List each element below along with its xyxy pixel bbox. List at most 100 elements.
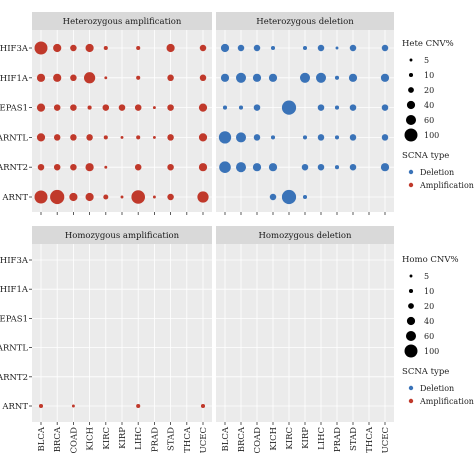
cancer-label: COAD (69, 427, 79, 454)
data-point (281, 100, 297, 115)
data-point (334, 75, 340, 80)
data-point (253, 44, 261, 52)
type-legend-key (408, 182, 414, 188)
cancer-label: PRAD (150, 427, 160, 452)
cancer-label: KICH (86, 427, 96, 451)
gene-label: ARNTL (0, 133, 28, 143)
cancer-label: BLCA (221, 426, 231, 451)
data-point (38, 403, 44, 409)
data-point (70, 74, 77, 82)
cancer-label: STAD (167, 427, 177, 451)
size-legend-key (404, 344, 418, 358)
data-point (334, 165, 340, 170)
data-point (131, 190, 146, 204)
size-legend-label: 10 (424, 287, 434, 296)
data-point (167, 193, 174, 201)
data-point (381, 104, 389, 111)
data-point (53, 43, 62, 53)
size-legend-title: Hete CNV% (402, 39, 454, 49)
size-legend-key (409, 274, 413, 278)
data-point (198, 163, 208, 172)
cancer-label: COAD (253, 427, 263, 454)
data-point (301, 163, 309, 171)
size-legend-key (406, 100, 416, 110)
data-point (269, 193, 277, 201)
cancer-label: LIHC (134, 427, 144, 450)
gene-label: EPAS1 (0, 104, 28, 114)
data-point (220, 43, 230, 53)
data-point (167, 104, 174, 111)
size-legend-label: 10 (424, 71, 434, 80)
size-legend-key (405, 114, 417, 126)
gene-label: ARNTL (0, 344, 28, 354)
data-point (70, 44, 77, 52)
data-point (198, 103, 208, 112)
data-point (252, 73, 262, 82)
data-point (85, 163, 94, 172)
data-point (317, 134, 325, 141)
data-point (197, 191, 209, 203)
data-point (152, 195, 156, 199)
size-legend-label: 40 (424, 101, 434, 110)
size-legend-key (409, 58, 413, 62)
data-point (36, 103, 46, 112)
data-point (334, 135, 340, 140)
data-point (222, 105, 228, 110)
panel-title: Homozygous deletion (258, 231, 352, 241)
size-legend-label: 40 (424, 317, 434, 326)
panel-strip (32, 226, 212, 244)
panel-strip (216, 12, 394, 30)
data-point (238, 105, 244, 110)
data-point (268, 163, 278, 172)
panel-title: Heterozygous amplification (63, 17, 182, 27)
panel-strip (32, 12, 212, 30)
data-point (104, 76, 108, 80)
panel-title: Homozygous amplification (65, 231, 180, 241)
data-point (134, 104, 142, 111)
gene-label: EPAS1 (0, 314, 28, 324)
cancer-label: KICH (269, 427, 279, 451)
data-point (218, 131, 232, 144)
size-legend-key (406, 316, 416, 326)
data-point (152, 135, 156, 139)
data-point (315, 72, 327, 83)
cancer-label: KIRP (301, 427, 311, 449)
size-legend-label: 20 (424, 302, 434, 311)
data-point (104, 165, 108, 169)
cancer-label: STAD (349, 427, 359, 451)
data-point (237, 44, 245, 52)
cancer-label: KIRC (102, 427, 112, 450)
data-point (136, 75, 141, 80)
cancer-label: KIRC (285, 427, 295, 450)
data-point (317, 163, 325, 171)
data-point (252, 163, 262, 172)
data-point (152, 106, 156, 110)
size-legend-key (408, 87, 414, 93)
data-point (235, 132, 247, 143)
data-point (85, 43, 94, 53)
data-point (87, 105, 92, 110)
data-point (219, 161, 231, 173)
data-point (380, 73, 390, 82)
cancer-label: UCEC (199, 427, 209, 453)
data-point (83, 72, 96, 84)
gene-label: ARNT (1, 193, 28, 203)
data-point (349, 44, 357, 52)
cancer-label: THCA (365, 426, 375, 453)
cancer-label: LIHC (317, 427, 327, 450)
type-legend-title: SCNA type (402, 151, 449, 161)
size-legend-key (405, 330, 417, 342)
data-point (198, 133, 208, 142)
gene-label: HIF1A (0, 285, 29, 295)
size-legend-label: 20 (424, 86, 434, 95)
gene-label: HIF3A (0, 44, 29, 54)
type-legend-label: Deletion (420, 384, 454, 393)
cancer-label: PRAD (333, 427, 343, 452)
data-point (70, 104, 77, 111)
cancer-label: THCA (183, 426, 193, 453)
gene-label: ARNT2 (0, 373, 28, 383)
gene-label: HIF1A (0, 74, 29, 84)
data-point (253, 104, 261, 111)
data-point (53, 104, 61, 111)
data-point (349, 163, 357, 171)
